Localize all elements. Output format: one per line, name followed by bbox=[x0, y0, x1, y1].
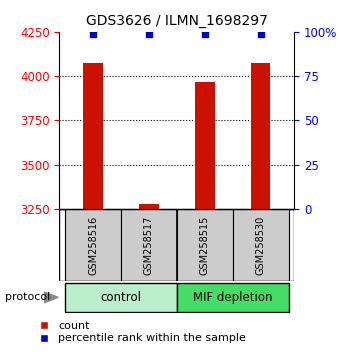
Bar bbox=[195, 82, 215, 209]
FancyBboxPatch shape bbox=[177, 283, 289, 312]
FancyBboxPatch shape bbox=[65, 209, 121, 281]
FancyBboxPatch shape bbox=[65, 283, 177, 312]
Bar bbox=[83, 63, 103, 209]
Text: MIF depletion: MIF depletion bbox=[193, 291, 272, 304]
FancyBboxPatch shape bbox=[233, 209, 289, 281]
Text: control: control bbox=[100, 291, 141, 304]
Text: GSM258515: GSM258515 bbox=[200, 216, 210, 275]
Text: GSM258517: GSM258517 bbox=[144, 216, 154, 275]
Text: protocol: protocol bbox=[5, 292, 50, 302]
Title: GDS3626 / ILMN_1698297: GDS3626 / ILMN_1698297 bbox=[86, 14, 268, 28]
Bar bbox=[139, 204, 159, 209]
Text: GSM258516: GSM258516 bbox=[88, 216, 98, 275]
FancyBboxPatch shape bbox=[177, 209, 233, 281]
Text: GSM258530: GSM258530 bbox=[256, 216, 266, 275]
FancyBboxPatch shape bbox=[121, 209, 177, 281]
Legend: count, percentile rank within the sample: count, percentile rank within the sample bbox=[33, 321, 246, 343]
Bar bbox=[251, 63, 270, 209]
Polygon shape bbox=[44, 292, 58, 303]
